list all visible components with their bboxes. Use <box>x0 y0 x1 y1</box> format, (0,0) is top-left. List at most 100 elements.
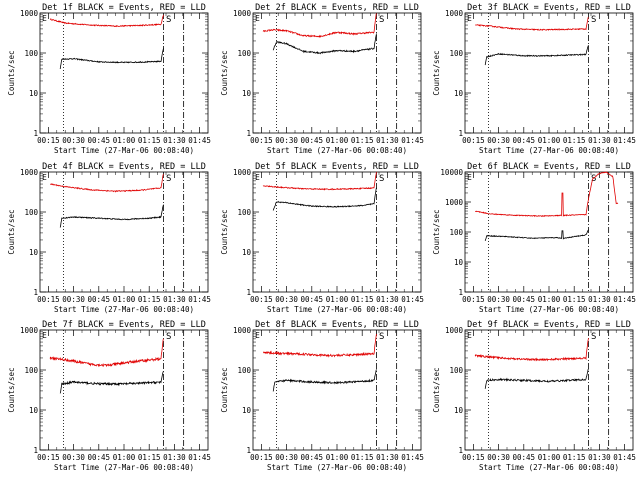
plot-frame <box>464 171 634 293</box>
chart-panel-8: Det 8f BLACK = Events, RED = LLD 1 10 100 10… <box>220 320 424 472</box>
x-tick-label: 00:30 <box>275 136 298 145</box>
series-line-red <box>474 338 589 362</box>
y-tick-label: 100 <box>24 208 38 217</box>
event-marker-label: E <box>255 14 260 23</box>
series-line-black <box>272 187 377 211</box>
x-tick-label: 01:15 <box>351 136 374 145</box>
y-tick-label: 1 <box>246 288 251 297</box>
y-tick-label: 1 <box>33 129 38 138</box>
x-tick-label: 01:30 <box>376 136 399 145</box>
x-tick-label: 01:00 <box>113 136 136 145</box>
x-axis-label: Start Time (27-Mar-06 00:08:40) <box>267 146 407 155</box>
y-tick-label: 1 <box>246 129 251 138</box>
x-tick-label: 00:45 <box>513 136 536 145</box>
series-line-black <box>484 229 589 242</box>
series-line-black <box>272 33 377 55</box>
y-axis-label: Counts/sec <box>7 50 16 95</box>
y-axis-label: Counts/sec <box>432 50 441 95</box>
x-tick-label: 00:45 <box>301 136 324 145</box>
event-marker-label: E <box>42 173 47 182</box>
x-tick-label: 00:30 <box>487 136 510 145</box>
chart-panel-5: Det 5f BLACK = Events, RED = LLD 1 10 100 10… <box>220 162 424 314</box>
x-tick-label: 00:45 <box>88 136 111 145</box>
y-tick-label: 1 <box>33 288 38 297</box>
event-marker-label: E <box>42 14 47 23</box>
x-tick-label: 00:15 <box>462 136 485 145</box>
x-tick-label: 00:45 <box>513 295 536 304</box>
x-tick-label: 01:15 <box>351 295 374 304</box>
x-tick-label: 00:45 <box>301 295 324 304</box>
x-tick-label: 00:15 <box>37 295 60 304</box>
x-axis-label: Start Time (27-Mar-06 00:08:40) <box>479 463 619 472</box>
series-line-red <box>262 13 377 38</box>
segment-annotation: S <box>166 174 171 184</box>
chart-title: Det 7f BLACK = Events, RED = LLD <box>42 320 206 330</box>
y-axis-label: Counts/sec <box>432 209 441 254</box>
series-line-red <box>49 14 164 28</box>
series-line-black <box>59 204 164 228</box>
x-tick-label: 01:15 <box>351 453 374 462</box>
y-tick-label: 10 <box>242 248 252 257</box>
x-tick-label: 01:00 <box>326 136 349 145</box>
x-tick-label: 00:30 <box>62 295 85 304</box>
y-tick-label: 100 <box>237 366 251 375</box>
event-marker-label: E <box>467 14 472 23</box>
x-tick-label: 01:45 <box>401 453 424 462</box>
x-tick-label: 00:30 <box>487 295 510 304</box>
segment-annotation: S <box>591 174 596 184</box>
series-line-red <box>474 171 619 218</box>
y-tick-label: 1000 <box>445 9 464 18</box>
x-tick-label: 00:30 <box>62 136 85 145</box>
chart-panel-1: Det 1f BLACK = Events, RED = LLD 1 10 100 10… <box>7 3 211 155</box>
y-tick-label: 10000 <box>440 168 463 177</box>
x-tick-label: 00:15 <box>250 295 273 304</box>
y-tick-label: 1000 <box>233 168 252 177</box>
y-tick-label: 1 <box>458 446 463 455</box>
x-tick-label: 01:00 <box>538 136 561 145</box>
chart-title: Det 9f BLACK = Events, RED = LLD <box>467 320 631 330</box>
y-tick-label: 1000 <box>20 9 39 18</box>
y-tick-label: 100 <box>237 208 251 217</box>
plot-frame <box>39 12 209 134</box>
plot-frame <box>252 171 422 293</box>
x-axis-label: Start Time (27-Mar-06 00:08:40) <box>54 305 194 314</box>
x-tick-label: 01:30 <box>376 295 399 304</box>
x-tick-label: 00:15 <box>250 453 273 462</box>
y-tick-label: 100 <box>449 366 463 375</box>
x-tick-label: 01:00 <box>326 295 349 304</box>
x-axis-label: Start Time (27-Mar-06 00:08:40) <box>54 146 194 155</box>
y-tick-label: 1000 <box>233 9 252 18</box>
y-tick-label: 10 <box>29 89 39 98</box>
x-tick-label: 01:15 <box>138 136 161 145</box>
chart-title: Det 6f BLACK = Events, RED = LLD <box>467 162 631 172</box>
y-tick-label: 10 <box>29 406 39 415</box>
y-tick-label: 1 <box>458 129 463 138</box>
x-tick-label: 01:15 <box>563 295 586 304</box>
chart-panel-9: Det 9f BLACK = Events, RED = LLD 1 10 100 10… <box>432 320 636 472</box>
x-tick-label: 01:45 <box>188 295 211 304</box>
x-tick-label: 00:30 <box>487 453 510 462</box>
y-tick-label: 1000 <box>445 326 464 335</box>
event-marker-label: E <box>467 331 472 340</box>
segment-annotation: S <box>166 15 171 25</box>
y-tick-label: 100 <box>449 228 463 237</box>
x-tick-label: 00:15 <box>462 295 485 304</box>
y-tick-label: 10 <box>454 406 464 415</box>
x-tick-label: 01:45 <box>401 136 424 145</box>
chart-title: Det 5f BLACK = Events, RED = LLD <box>255 162 419 172</box>
series-line-red <box>262 171 377 191</box>
y-tick-label: 10 <box>242 89 252 98</box>
x-tick-label: 01:45 <box>613 295 636 304</box>
series-line-black <box>59 48 164 70</box>
segment-annotation: S <box>166 332 171 342</box>
y-tick-label: 10 <box>454 258 464 267</box>
x-tick-label: 00:45 <box>513 453 536 462</box>
chart-title: Det 2f BLACK = Events, RED = LLD <box>255 3 419 13</box>
x-tick-label: 00:30 <box>62 453 85 462</box>
x-tick-label: 01:00 <box>113 453 136 462</box>
x-axis-label: Start Time (27-Mar-06 00:08:40) <box>267 305 407 314</box>
x-tick-label: 01:00 <box>326 453 349 462</box>
chart-title: Det 4f BLACK = Events, RED = LLD <box>42 162 206 172</box>
y-tick-label: 10 <box>242 406 252 415</box>
y-tick-label: 1 <box>33 446 38 455</box>
